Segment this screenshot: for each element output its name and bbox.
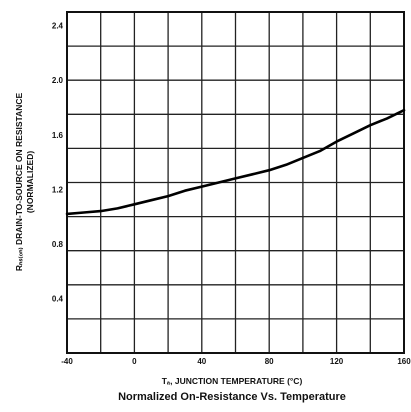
chart-title: Normalized On-Resistance Vs. Temperature [118,391,346,403]
y-tick-labels: 0.4 0.8 1.2 1.6 2.0 2.4 [52,22,64,304]
y-tick-label: 0.8 [52,240,64,249]
y-tick-label: 0.4 [52,294,64,303]
x-tick-label: 120 [330,357,344,366]
y-tick-label: 2.4 [52,22,64,31]
y-axis-label-line2: (NORMALIZED) [25,151,35,213]
x-tick-label: 40 [197,357,206,366]
series-line [65,108,406,216]
series-group [65,108,406,216]
x-tick-labels: -40 0 40 80 120 160 [61,357,411,366]
y-axis-label-line1: Rₙₛ₍ₒₙ₎ DRAIN-TO-SOURCE ON RESISTANCE [14,93,24,272]
plot-frame [66,11,405,354]
y-tick-label: 1.6 [52,131,64,140]
x-tick-label: -40 [61,357,73,366]
y-tick-label: 1.2 [52,185,64,194]
x-tick-label: 0 [132,357,137,366]
grid [67,12,404,353]
x-tick-label: 160 [397,357,411,366]
x-axis-label: Tₐ, JUNCTION TEMPERATURE (°C) [162,376,303,386]
x-tick-label: 80 [265,357,274,366]
y-tick-label: 2.0 [52,76,64,85]
